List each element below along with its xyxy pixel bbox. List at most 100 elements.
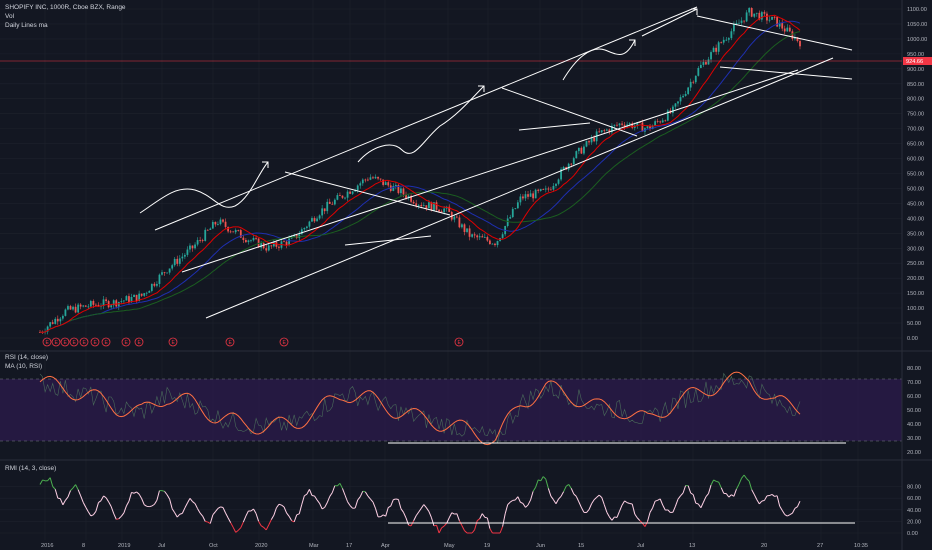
earnings-marker[interactable]	[69, 337, 79, 347]
wedge-upper-line[interactable]	[696, 15, 853, 51]
rmi-segment	[626, 502, 630, 504]
arrowhead-3[interactable]	[629, 39, 636, 46]
candle-body	[631, 123, 634, 128]
earnings-marker[interactable]	[168, 337, 178, 347]
candle-body	[468, 228, 471, 237]
earnings-marker-label: E	[229, 340, 233, 346]
rmi-segment	[573, 493, 577, 497]
rmi-segment	[565, 484, 569, 487]
rmi-segment	[736, 483, 740, 490]
projection-line-4[interactable]	[641, 8, 698, 37]
candle-body	[87, 306, 90, 308]
projection-arrow-2[interactable]	[357, 85, 485, 163]
arrowhead-1[interactable]	[262, 161, 269, 168]
earnings-marker[interactable]	[121, 337, 131, 347]
earnings-marker[interactable]	[101, 337, 111, 347]
rmi-segment	[464, 530, 468, 534]
support-line-1[interactable]	[344, 235, 432, 246]
rmi-segment	[42, 479, 46, 482]
channel-middle-line[interactable]	[181, 69, 799, 273]
earnings-marker[interactable]	[79, 337, 89, 347]
candle-body	[407, 195, 410, 199]
rmi-segment	[304, 493, 308, 497]
wedge-lower-line[interactable]	[719, 66, 853, 80]
rmi-segment	[347, 501, 351, 506]
projection-arrow-3[interactable]	[562, 39, 636, 81]
rmi-segment	[471, 529, 476, 534]
rmi-segment	[476, 518, 481, 522]
earnings-marker[interactable]	[454, 337, 464, 347]
chart-title: SHOPIFY INC, 1000R, Cboe BZX, Range	[5, 4, 126, 11]
arrowhead-2[interactable]	[478, 85, 485, 92]
candle-body	[211, 222, 214, 229]
rmi-segment	[598, 494, 603, 498]
channel-upper-line[interactable]	[154, 6, 698, 231]
earnings-marker[interactable]	[51, 337, 61, 347]
candle-body	[608, 129, 611, 133]
price-tick-label: 1000.00	[907, 37, 927, 43]
candle-body	[260, 243, 263, 248]
earnings-marker[interactable]	[225, 337, 235, 347]
rmi-segment	[179, 512, 183, 515]
candle-body	[244, 239, 247, 243]
candle-body	[750, 8, 753, 17]
rmi-tick-label: 20.00	[907, 519, 921, 525]
candle-body	[509, 217, 512, 219]
rmi-segment	[659, 498, 664, 506]
rmi-segment	[405, 517, 410, 526]
candle-body	[201, 240, 204, 241]
time-axis[interactable]: 2016 8 2019 Jul Oct 2020 Mar 17 Apr May 19 Jun 15 Jul…	[41, 543, 868, 549]
candle-body	[369, 177, 372, 180]
rmi-segment	[547, 488, 552, 497]
candle-body	[567, 163, 570, 170]
drawings[interactable]	[139, 6, 855, 524]
candle-body	[224, 221, 227, 227]
candle-body	[285, 241, 288, 245]
earnings-marker[interactable]	[90, 337, 100, 347]
candle-body	[440, 211, 443, 213]
rmi-segment	[72, 484, 76, 489]
rmi-segment	[608, 516, 613, 521]
rmi-segment	[375, 508, 379, 517]
candle-body	[496, 241, 499, 246]
channel-lower-line[interactable]	[205, 57, 834, 319]
rsi-ma-legend: MA (10, RSI)	[5, 363, 42, 370]
candle-body	[318, 215, 321, 219]
rmi-segment	[225, 512, 229, 519]
candle-body	[707, 59, 710, 65]
price-axis[interactable]: 1100.00 1050.00 1000.00 950.00 900.00 850.00 8…	[907, 7, 927, 537]
candle-body	[527, 194, 529, 197]
arrowhead-4[interactable]	[691, 8, 698, 15]
rmi-segment	[87, 511, 92, 517]
candle-body	[366, 179, 369, 181]
earnings-marker[interactable]	[134, 337, 144, 347]
descending-line-2[interactable]	[501, 87, 638, 137]
rmi-segment	[344, 494, 349, 502]
candle-body	[433, 202, 435, 211]
earnings-marker[interactable]	[42, 337, 52, 347]
candle-body	[168, 268, 171, 273]
rmi-segment	[255, 513, 260, 522]
descending-line-1[interactable]	[284, 171, 451, 216]
rmi-tick-label: 40.00	[907, 508, 921, 514]
rmi-segment	[568, 484, 572, 489]
rmi-segment	[425, 507, 430, 512]
candle-body	[481, 236, 484, 238]
earnings-marker[interactable]	[60, 337, 70, 347]
candle-body	[115, 300, 118, 307]
support-line-2[interactable]	[518, 122, 591, 131]
rmi-segment	[319, 503, 323, 510]
rmi-segment	[654, 499, 658, 502]
candle-body	[148, 290, 151, 293]
rmi-segment	[682, 485, 687, 494]
earnings-marker[interactable]	[279, 337, 289, 347]
projection-arrow-1[interactable]	[139, 161, 269, 214]
candle-body	[214, 222, 217, 225]
rmi-segment	[563, 486, 567, 492]
candle-body	[186, 249, 189, 255]
candle-body	[616, 124, 618, 126]
time-tick-label: Apr	[381, 543, 390, 549]
rmi-segment	[329, 492, 333, 497]
